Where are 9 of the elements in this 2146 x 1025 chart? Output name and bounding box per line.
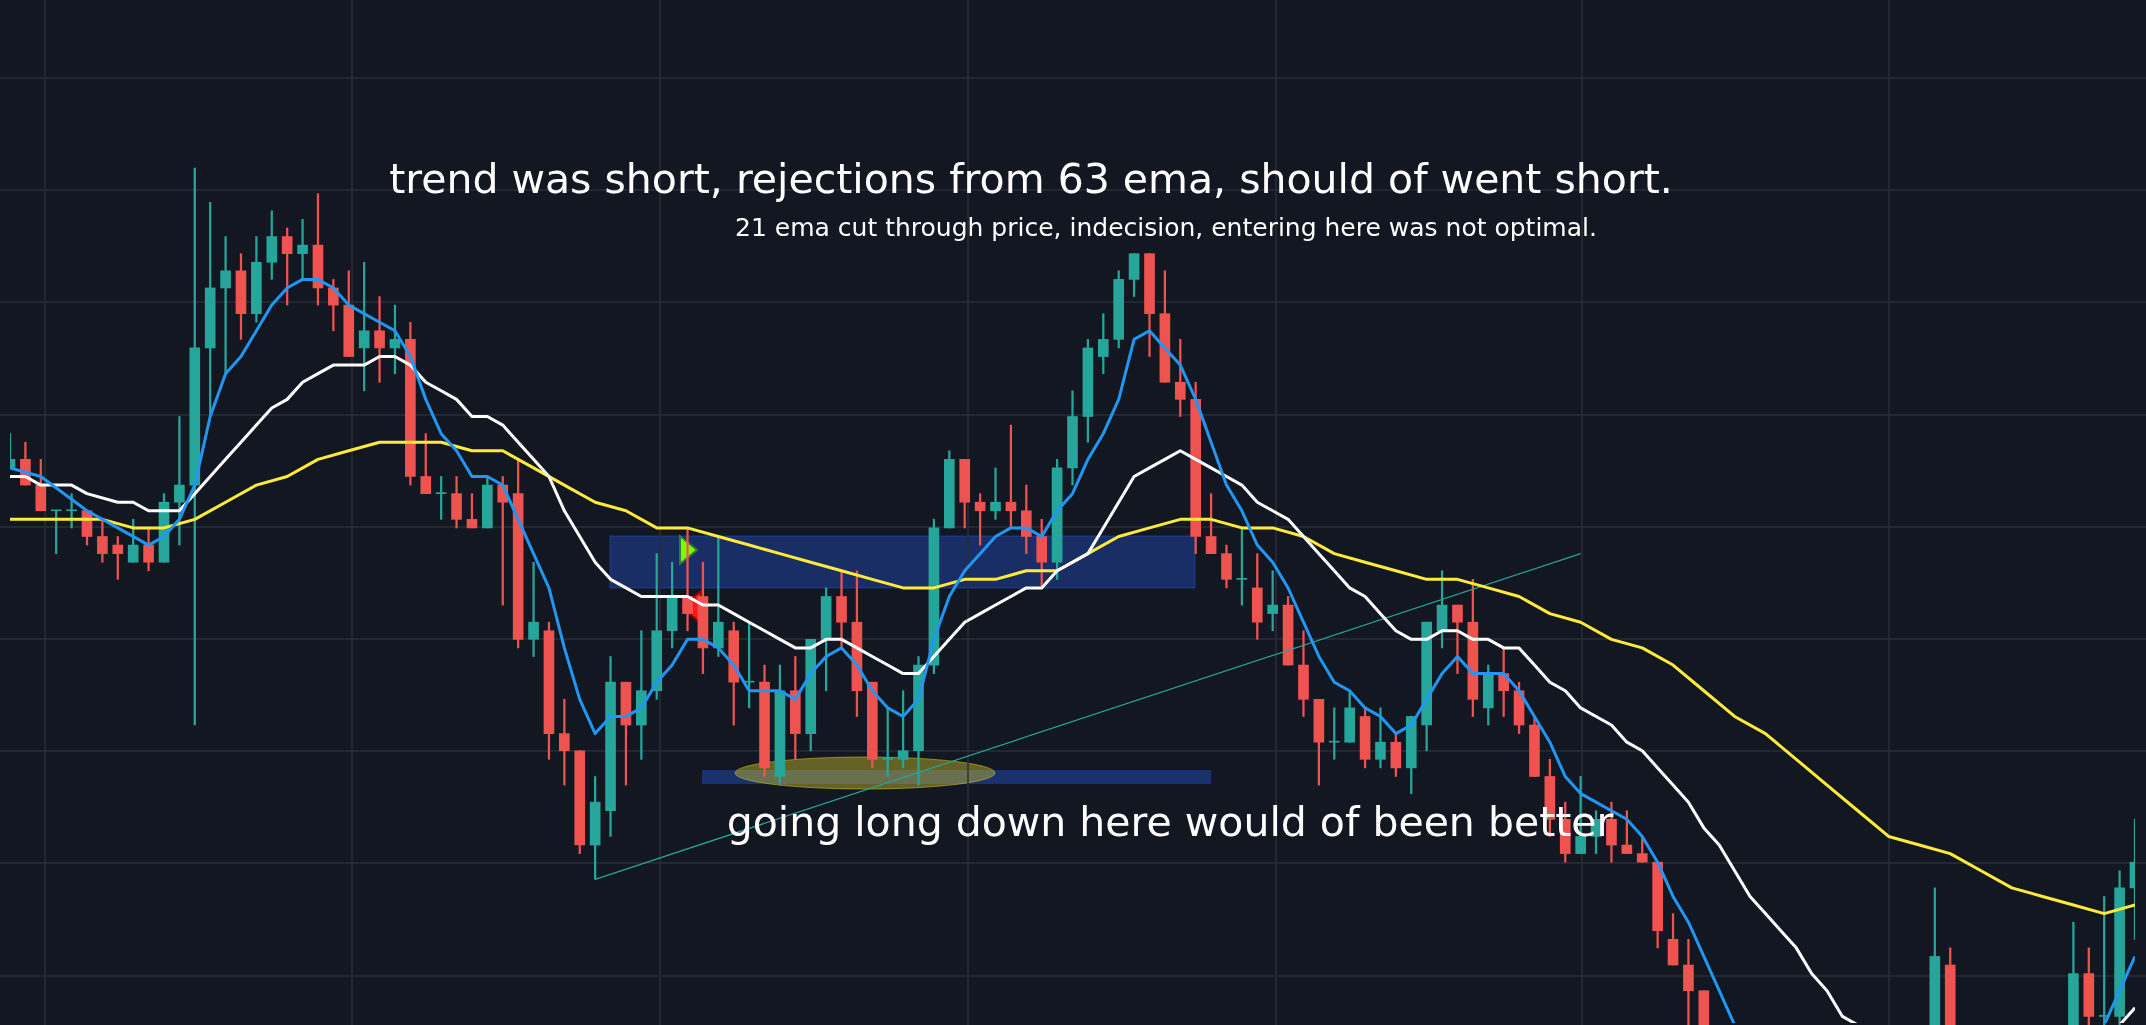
candlestick [297,219,308,280]
candlestick [1683,938,1694,1025]
candlestick [374,296,385,383]
candlestick [220,236,231,374]
candlestick [528,561,539,657]
candlestick [990,467,1001,520]
annotation: 21 ema cut through price, indecision, entering here was not optimal. [735,212,1597,242]
annotation: trend was short, rejections from 63 ema, should of went short. [389,154,1673,203]
candlestick [174,416,185,546]
